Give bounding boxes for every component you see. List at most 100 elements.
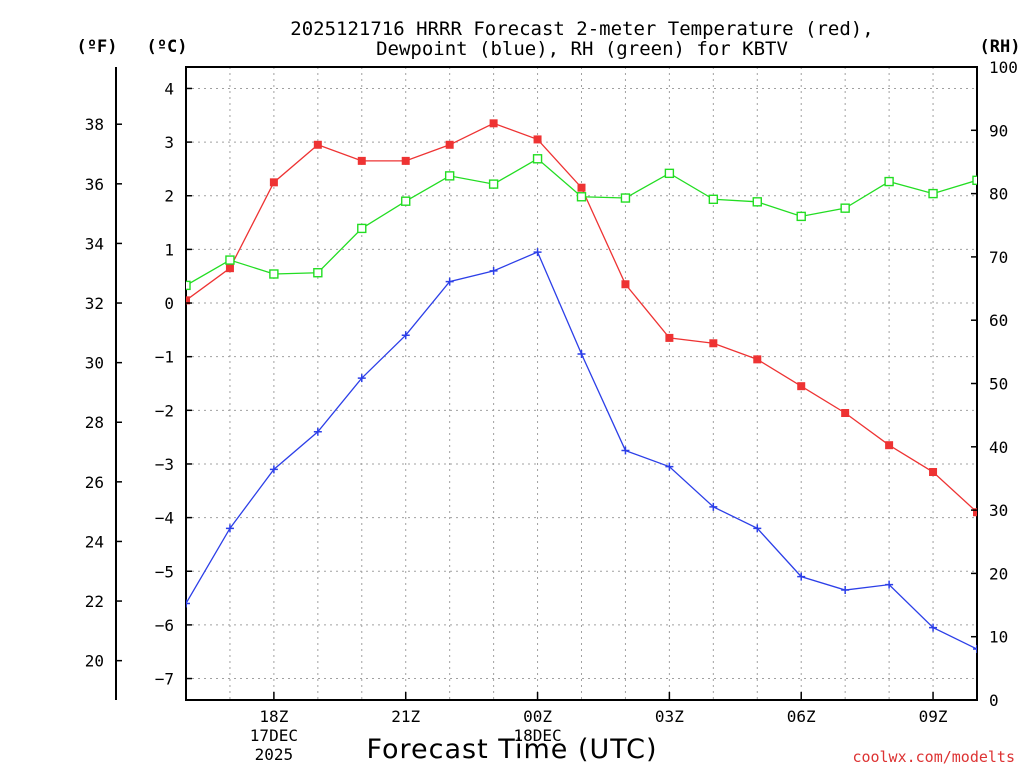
dewpoint-point (186, 599, 190, 608)
dewpoint-point (973, 645, 977, 654)
dewpoint-point (665, 462, 674, 471)
celsius-tick-label: −4 (155, 509, 174, 528)
fahrenheit-tick-label: 38 (85, 115, 104, 134)
rh-tick-label: 90 (989, 121, 1008, 140)
fahrenheit-tick-label: 36 (85, 175, 104, 194)
plot-frame (185, 66, 978, 701)
fahrenheit-tick-label: 24 (85, 532, 104, 551)
fahrenheit-tick-label: 28 (85, 413, 104, 432)
dewpoint-point (577, 349, 586, 358)
celsius-tick-label: −3 (155, 455, 174, 474)
rh-point (664, 168, 675, 179)
temperature-point (885, 441, 894, 450)
fahrenheit-tick-label: 26 (85, 473, 104, 492)
rh-point (357, 223, 367, 234)
dewpoint-point (797, 572, 806, 581)
x-tick-label: 03Z (655, 707, 684, 726)
temperature-point (709, 339, 718, 348)
rh-tick-label: 50 (989, 375, 1008, 394)
x-tick-label: 09Z (919, 707, 948, 726)
temperature-point (401, 156, 410, 165)
dewpoint-point (225, 524, 234, 533)
temperature-point (621, 280, 630, 289)
dewpoint-point (753, 524, 762, 533)
rh-point (972, 175, 977, 186)
rh-point (269, 269, 279, 279)
rh-point (884, 176, 894, 187)
x-tick-label: 21Z (391, 707, 420, 726)
celsius-tick-label: 0 (164, 294, 174, 313)
fahrenheit-tick-label: 22 (85, 592, 104, 611)
x-tick-label: 2025 (255, 745, 294, 764)
rh-tick-label: 100 (989, 58, 1018, 77)
rh-tick-label: 70 (989, 248, 1008, 267)
temperature-point (269, 178, 278, 187)
dewpoint-point (401, 331, 410, 340)
dewpoint-point (533, 248, 542, 257)
celsius-tick-label: 1 (164, 240, 174, 259)
rh-point (488, 179, 499, 189)
rh-point (796, 211, 806, 222)
rh-point (708, 194, 719, 204)
fahrenheit-tick-label: 34 (85, 234, 104, 253)
rh-point (186, 280, 191, 291)
grid (186, 67, 977, 700)
rh-point (401, 196, 411, 206)
dewpoint-point (885, 580, 894, 589)
celsius-tick-label: 2 (164, 187, 174, 206)
celsius-tick-label: −1 (155, 348, 174, 367)
chart-title-line-1: 2025121716 HRRR Forecast 2-meter Tempera… (290, 18, 873, 40)
x-tick-label: 06Z (787, 707, 816, 726)
fahrenheit-tick-label: 32 (85, 294, 104, 313)
temperature-point (753, 355, 762, 364)
x-tick-label: 18DEC (513, 726, 561, 745)
rh-point (840, 203, 850, 213)
series-temperature (186, 119, 977, 517)
celsius-tick-label: −5 (155, 562, 174, 581)
temperature-point (929, 468, 938, 477)
credit-text: coolwx.com/modelts (852, 748, 1015, 766)
fahrenheit-unit-label: (ºF) (77, 37, 118, 57)
temperature-point (445, 140, 454, 149)
temperature-point (797, 382, 806, 391)
rh-tick-label: 30 (989, 501, 1008, 520)
rh-unit-label: (RH) (980, 37, 1021, 57)
celsius-tick-label: −6 (155, 616, 174, 635)
dewpoint-point (621, 446, 630, 455)
celsius-tick-label: −2 (155, 401, 174, 420)
dewpoint-point (269, 465, 278, 474)
rh-tick-label: 40 (989, 438, 1008, 457)
x-tick-label: 00Z (523, 707, 552, 726)
series (186, 119, 977, 654)
x-axis-label: Forecast Time (UTC) (366, 734, 657, 765)
rh-point (225, 255, 235, 265)
rh-point (576, 192, 587, 202)
dewpoint-point (841, 586, 850, 595)
rh-point (313, 268, 323, 278)
fahrenheit-tick-label: 30 (85, 354, 104, 373)
rh-point (620, 193, 631, 203)
fahrenheit-tick-label: 20 (85, 652, 104, 671)
rh-point (532, 154, 543, 164)
rh-point (928, 188, 938, 199)
temperature-point (225, 264, 234, 273)
rh-tick-label: 10 (989, 628, 1008, 647)
dewpoint-point (445, 277, 454, 286)
celsius-unit-label: (ºC) (147, 37, 188, 57)
dewpoint-point (489, 266, 498, 275)
tick-labels: 43210−1−2−3−4−5−6−7383634323028262422201… (85, 58, 1018, 764)
series-rh (186, 154, 977, 291)
rh-point (752, 197, 762, 207)
temperature-point (841, 409, 850, 418)
temperature-point (533, 135, 542, 144)
celsius-tick-label: 4 (164, 79, 174, 98)
rh-tick-label: 80 (989, 185, 1008, 204)
rh-tick-label: 0 (989, 691, 999, 710)
x-tick-label: 18Z (259, 707, 288, 726)
x-tick-label: 17DEC (250, 726, 298, 745)
celsius-tick-label: −7 (155, 670, 174, 689)
rh-point (444, 171, 455, 181)
temperature-point (357, 156, 366, 165)
dewpoint-point (709, 502, 718, 511)
